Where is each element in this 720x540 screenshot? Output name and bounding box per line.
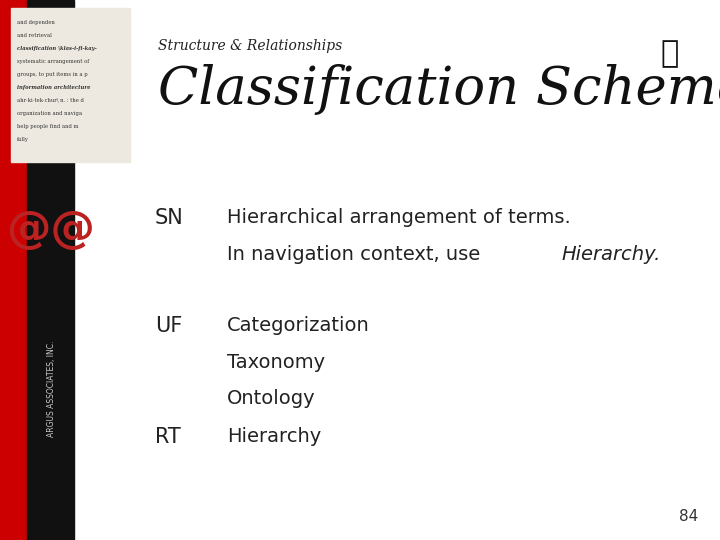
Text: fully: fully (17, 137, 28, 141)
Text: information architecture: information architecture (17, 85, 90, 90)
Text: ARGUS ASSOCIATES, INC.: ARGUS ASSOCIATES, INC. (47, 341, 55, 437)
Text: In navigation context, use: In navigation context, use (227, 245, 486, 264)
Text: @@: @@ (6, 208, 96, 251)
Text: SN: SN (155, 208, 184, 228)
Text: groups, to put items in a p: groups, to put items in a p (17, 72, 87, 77)
Text: Hierarchy.: Hierarchy. (562, 245, 661, 264)
Bar (27, 0, 74, 540)
Text: and dependen: and dependen (17, 20, 55, 25)
Text: Categorization: Categorization (227, 316, 369, 335)
Text: organization and naviga: organization and naviga (17, 111, 81, 116)
Text: Hierarchy: Hierarchy (227, 427, 321, 446)
Text: classification \klas-i-fi-kay-: classification \klas-i-fi-kay- (17, 46, 96, 51)
Text: Ontology: Ontology (227, 389, 315, 408)
Text: Taxonomy: Taxonomy (227, 353, 325, 372)
Bar (11, 8, 130, 162)
Text: and retrieval: and retrieval (17, 33, 51, 38)
Text: Hierarchical arrangement of terms.: Hierarchical arrangement of terms. (227, 208, 570, 227)
Text: ahr·ki·tek·chur\ n. : the d: ahr·ki·tek·chur\ n. : the d (17, 98, 84, 103)
Text: Classification Schemes: Classification Schemes (158, 64, 720, 114)
Text: systematic arrangement of: systematic arrangement of (17, 59, 89, 64)
Text: help people find and m: help people find and m (17, 124, 78, 129)
Text: RT: RT (155, 427, 181, 447)
Bar (0, 0, 27, 540)
Text: 🏃: 🏃 (660, 39, 679, 69)
Text: UF: UF (155, 316, 182, 336)
Text: Structure & Relationships: Structure & Relationships (158, 39, 343, 53)
Text: 84: 84 (679, 509, 698, 524)
